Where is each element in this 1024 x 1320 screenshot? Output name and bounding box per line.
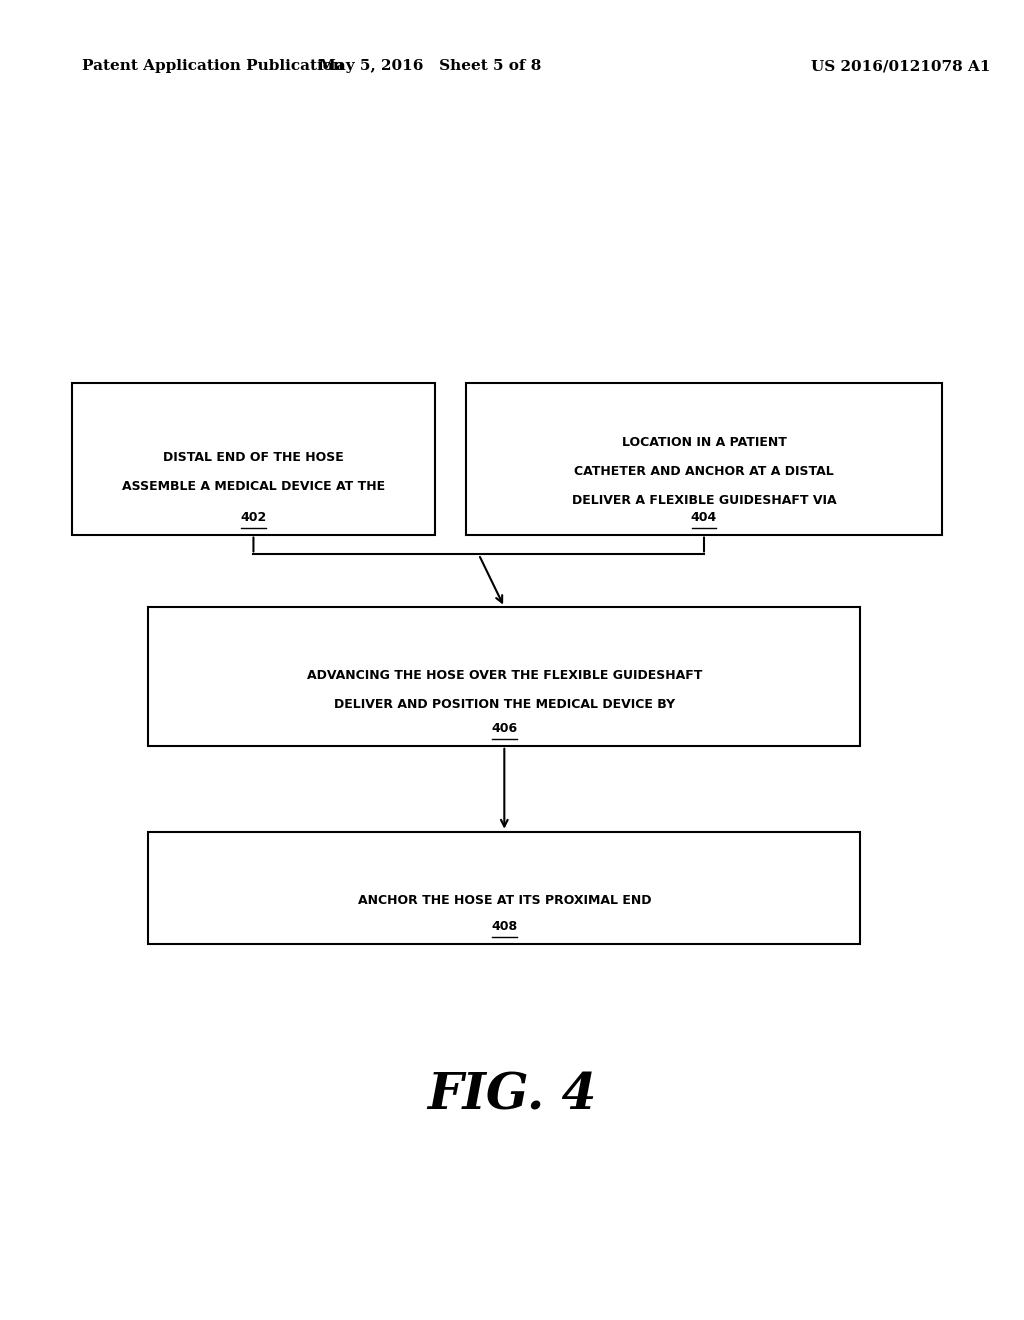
Text: ASSEMBLE A MEDICAL DEVICE AT THE: ASSEMBLE A MEDICAL DEVICE AT THE (122, 480, 385, 492)
Text: ANCHOR THE HOSE AT ITS PROXIMAL END: ANCHOR THE HOSE AT ITS PROXIMAL END (357, 895, 651, 907)
Text: ADVANCING THE HOSE OVER THE FLEXIBLE GUIDESHAFT: ADVANCING THE HOSE OVER THE FLEXIBLE GUI… (306, 669, 702, 681)
Text: May 5, 2016   Sheet 5 of 8: May 5, 2016 Sheet 5 of 8 (318, 59, 542, 74)
Text: DELIVER A FLEXIBLE GUIDESHAFT VIA: DELIVER A FLEXIBLE GUIDESHAFT VIA (571, 495, 837, 507)
Text: CATHETER AND ANCHOR AT A DISTAL: CATHETER AND ANCHOR AT A DISTAL (574, 466, 834, 478)
FancyBboxPatch shape (466, 383, 942, 535)
Text: US 2016/0121078 A1: US 2016/0121078 A1 (811, 59, 991, 74)
Text: 406: 406 (492, 722, 517, 735)
FancyBboxPatch shape (148, 607, 860, 746)
Text: 404: 404 (691, 511, 717, 524)
FancyBboxPatch shape (148, 832, 860, 944)
Text: DELIVER AND POSITION THE MEDICAL DEVICE BY: DELIVER AND POSITION THE MEDICAL DEVICE … (334, 698, 675, 710)
Text: 408: 408 (492, 920, 517, 933)
Text: 402: 402 (241, 511, 266, 524)
Text: DISTAL END OF THE HOSE: DISTAL END OF THE HOSE (163, 451, 344, 463)
Text: LOCATION IN A PATIENT: LOCATION IN A PATIENT (622, 437, 786, 449)
FancyBboxPatch shape (72, 383, 435, 535)
Text: Patent Application Publication: Patent Application Publication (82, 59, 344, 74)
Text: FIG. 4: FIG. 4 (427, 1071, 597, 1121)
